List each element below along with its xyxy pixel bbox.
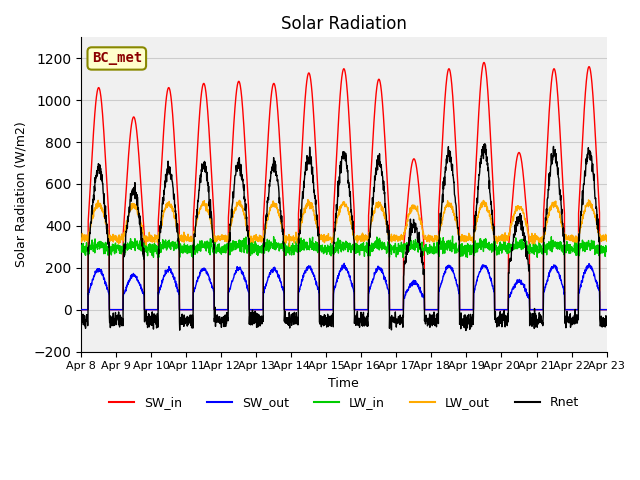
SW_out — [497, 307, 504, 312]
X-axis label: Time: Time — [328, 377, 359, 390]
SW_out — [371, 270, 378, 276]
Title: Solar Radiation: Solar Radiation — [281, 15, 407, 33]
LW_out — [557, 216, 564, 222]
Line: LW_out: LW_out — [81, 200, 607, 246]
LW_out — [360, 236, 367, 242]
Rnet — [224, 318, 232, 324]
Rnet — [371, 185, 378, 191]
Y-axis label: Solar Radiation (W/m2): Solar Radiation (W/m2) — [15, 121, 28, 267]
Line: SW_out: SW_out — [81, 264, 607, 310]
Rnet — [603, 313, 611, 319]
LW_in — [572, 237, 579, 243]
SW_in — [224, 307, 232, 312]
SW_out — [571, 307, 579, 312]
SW_out — [359, 307, 367, 312]
Line: SW_in: SW_in — [81, 62, 607, 310]
Text: BC_met: BC_met — [92, 51, 142, 65]
SW_in — [359, 307, 367, 312]
LW_in — [371, 245, 378, 251]
Rnet — [497, 319, 504, 325]
LW_in — [497, 246, 504, 252]
LW_in — [557, 244, 564, 250]
LW_out — [371, 210, 378, 216]
LW_out — [603, 238, 611, 244]
SW_in — [497, 307, 504, 312]
SW_in — [571, 307, 579, 312]
SW_in — [480, 60, 488, 65]
SW_out — [340, 261, 348, 266]
LW_in — [77, 246, 85, 252]
SW_out — [224, 307, 232, 312]
LW_in — [224, 241, 232, 247]
LW_out — [285, 243, 293, 249]
Rnet — [359, 314, 367, 320]
Line: Rnet: Rnet — [81, 144, 607, 331]
LW_out — [497, 233, 504, 239]
LW_out — [77, 236, 85, 241]
LW_out — [224, 233, 232, 239]
LW_out — [304, 197, 312, 203]
LW_in — [449, 233, 456, 239]
SW_in — [77, 307, 85, 312]
Legend: SW_in, SW_out, LW_in, LW_out, Rnet: SW_in, SW_out, LW_in, LW_out, Rnet — [104, 391, 584, 414]
Line: LW_in: LW_in — [81, 236, 607, 257]
LW_in — [359, 248, 367, 253]
SW_out — [603, 307, 611, 312]
LW_in — [150, 254, 157, 260]
Rnet — [77, 317, 85, 323]
Rnet — [481, 141, 489, 147]
Rnet — [557, 197, 564, 203]
SW_out — [77, 307, 85, 312]
SW_in — [557, 134, 564, 140]
SW_in — [603, 307, 611, 312]
SW_out — [557, 274, 564, 280]
LW_in — [603, 245, 611, 251]
LW_out — [572, 238, 579, 243]
Rnet — [572, 307, 579, 312]
SW_in — [371, 116, 378, 121]
Rnet — [462, 328, 470, 334]
